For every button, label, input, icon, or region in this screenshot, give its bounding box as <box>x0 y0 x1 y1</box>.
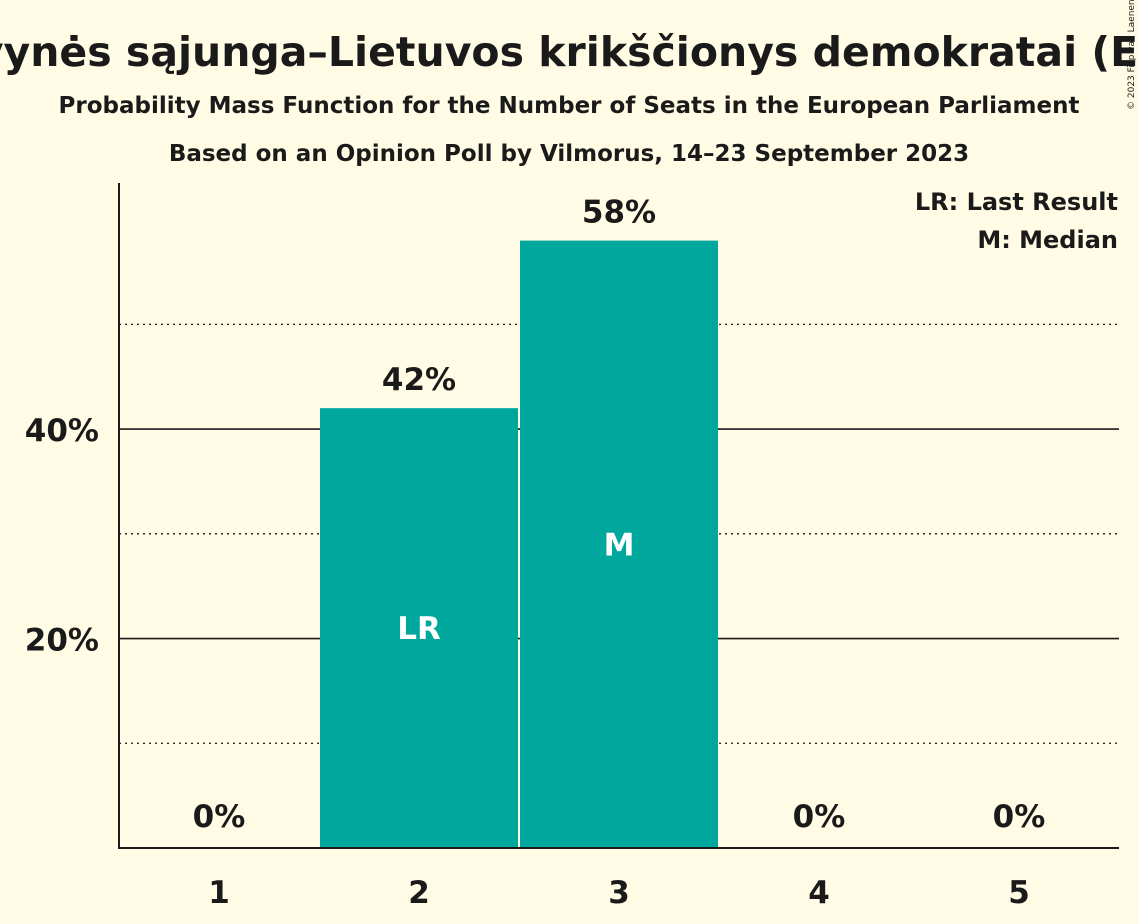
copyright-text: © 2023 Filip van Laenen <box>1127 0 1137 110</box>
value-label: 0% <box>793 799 846 835</box>
chart-subtitle-2: Based on an Opinion Poll by Vilmorus, 14… <box>169 141 969 167</box>
value-label: 58% <box>582 195 656 231</box>
y-tick-label: 40% <box>25 413 99 449</box>
y-tick-label: 20% <box>25 623 99 659</box>
bars <box>320 240 718 849</box>
bar-mark-label: M <box>604 527 635 563</box>
chart-subtitle: Probability Mass Function for the Number… <box>59 93 1080 119</box>
bar-mark-label: LR <box>397 611 441 647</box>
legend: LR: Last Result M: Median <box>915 188 1118 254</box>
value-label: 42% <box>382 362 456 398</box>
bar <box>520 240 718 849</box>
x-tick-label: 5 <box>1008 875 1030 911</box>
x-tick-label: 4 <box>808 875 830 911</box>
bar <box>320 408 518 848</box>
x-tick-label: 1 <box>208 875 230 911</box>
axes <box>118 183 1119 849</box>
value-labels: 0% 1 42% LR 2 58% M 3 0% 4 0% 5 <box>193 195 1046 911</box>
legend-entry: LR: Last Result <box>915 188 1118 216</box>
legend-entry: M: Median <box>977 226 1118 254</box>
value-label: 0% <box>993 799 1046 835</box>
value-label: 0% <box>193 799 246 835</box>
chart-title: Tėvynės sąjunga–Lietuvos krikščionys dem… <box>0 28 1139 76</box>
x-tick-label: 3 <box>608 875 630 911</box>
x-tick-label: 2 <box>408 875 430 911</box>
